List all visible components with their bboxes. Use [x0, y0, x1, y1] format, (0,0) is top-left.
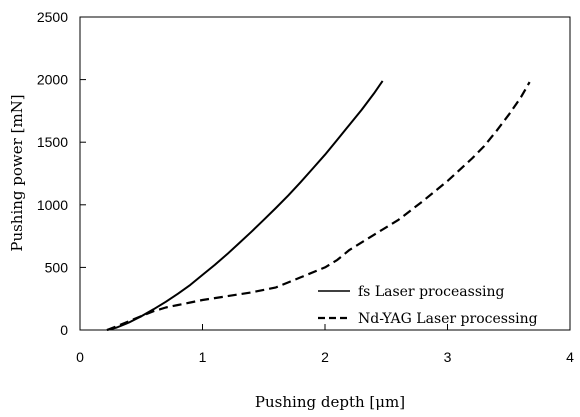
y-tick-label: 1000 — [37, 197, 68, 213]
x-tick-label: 1 — [199, 349, 207, 365]
legend: fs Laser proceassing Nd-YAG Laser proces… — [318, 284, 538, 327]
y-tick-label: 2500 — [37, 9, 68, 25]
x-axis-title: Pushing depth [μm] — [255, 393, 405, 411]
y-tick-label: 2000 — [37, 72, 68, 88]
legend-label-fs: fs Laser proceassing — [358, 284, 504, 300]
x-tick-label: 0 — [76, 349, 84, 365]
x-axis-ticks: 0 1 2 3 4 — [76, 324, 574, 365]
y-axis-title: Pushing power [mN] — [8, 94, 26, 251]
y-tick-label: 500 — [45, 259, 69, 275]
plot-area — [79, 16, 571, 331]
y-tick-label: 0 — [60, 322, 68, 338]
x-tick-label: 3 — [444, 349, 452, 365]
series-layer — [106, 80, 531, 332]
series-line-0 — [106, 80, 384, 331]
x-tick-label: 4 — [566, 349, 574, 365]
x-tick-label: 2 — [321, 349, 329, 365]
legend-label-ndyag: Nd-YAG Laser processing — [358, 311, 538, 327]
series-line-1 — [106, 81, 531, 332]
y-axis-ticks: 0 500 1000 1500 2000 2500 — [37, 9, 86, 338]
y-tick-label: 1500 — [37, 134, 68, 150]
